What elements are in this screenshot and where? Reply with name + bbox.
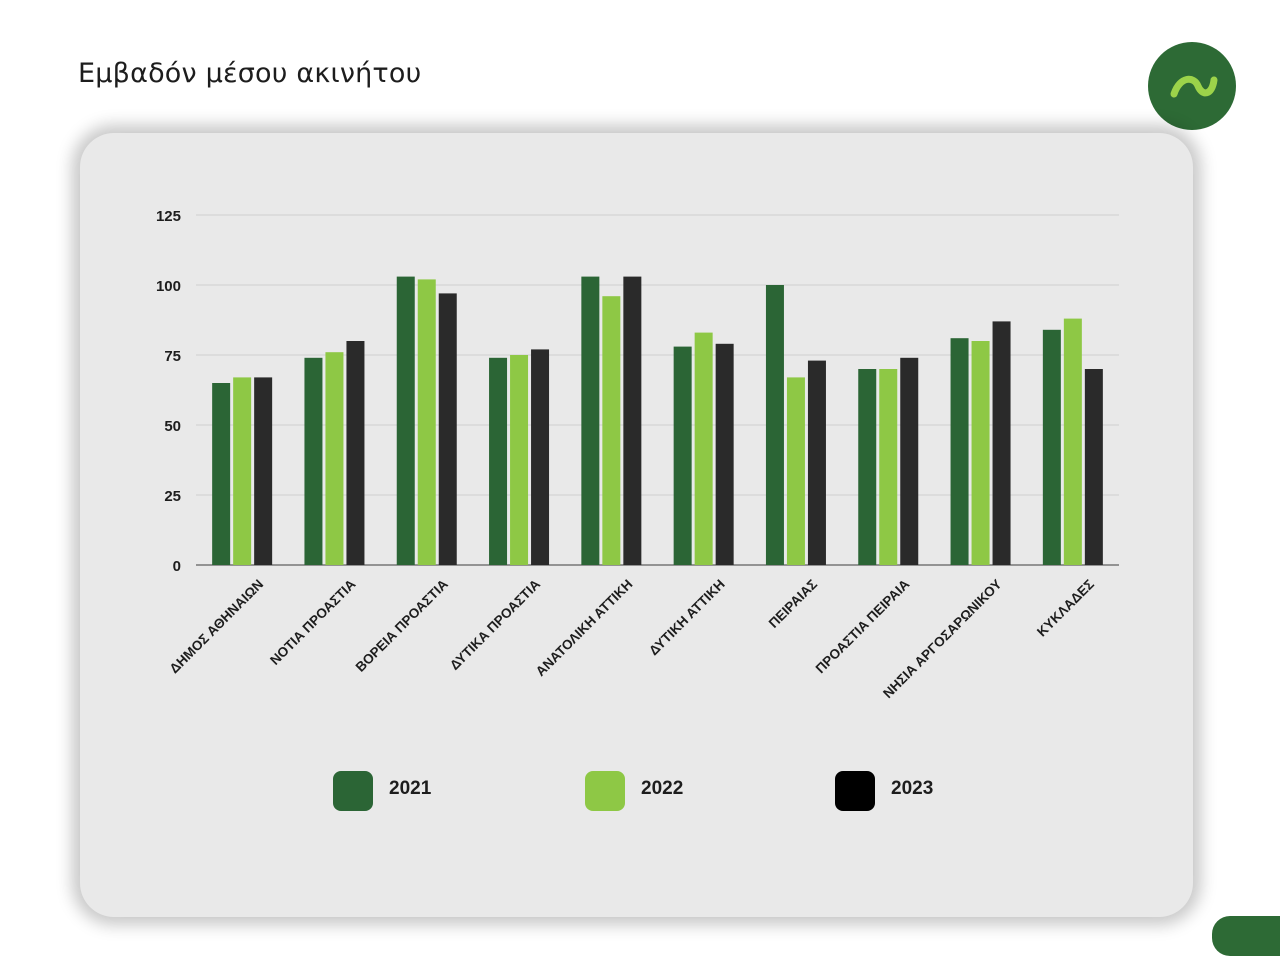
x-tick-label: ΒΟΡΕΙΑ ΠΡΟΑΣΤΙΑ	[353, 576, 451, 674]
bar	[581, 276, 600, 565]
y-tick-label: 100	[156, 278, 181, 295]
bar	[673, 346, 692, 565]
x-tick-label: ΠΕΙΡΑΙΑΣ	[766, 577, 820, 631]
y-tick-label: 75	[164, 348, 181, 365]
bar	[971, 341, 990, 565]
legend-swatch	[333, 771, 373, 811]
x-tick-label: ΔΥΤΙΚΗ ΑΤΤΙΚΗ	[646, 577, 728, 659]
bar	[858, 369, 877, 565]
logo	[1148, 42, 1236, 130]
bar	[992, 321, 1011, 565]
tilde-wave-icon	[1170, 75, 1218, 98]
bar	[438, 293, 457, 565]
y-tick-label: 0	[173, 558, 181, 575]
legend-label: 2023	[891, 778, 934, 799]
page-title: Εμβαδόν μέσου ακινήτου	[78, 58, 422, 89]
x-tick-label: ΚΥΚΛΑΔΕΣ	[1034, 577, 1097, 640]
bar	[531, 349, 550, 565]
legend-label: 2022	[641, 778, 684, 799]
y-tick-label: 25	[164, 488, 181, 505]
bar	[623, 276, 642, 565]
bar	[304, 357, 323, 565]
bar	[715, 343, 734, 565]
bar-chart: 0 25 50 75 100 125 ΔΗΜΟΣ ΑΘΗΝΑΙΩΝ ΝΟΤΙΑ ΠΡΟΑΣΤΙ…	[156, 208, 1119, 701]
bar	[346, 341, 365, 565]
bar	[1042, 329, 1061, 565]
y-tick-label: 50	[164, 418, 181, 435]
legend-swatch	[835, 771, 875, 811]
bar	[950, 338, 969, 565]
bar	[786, 377, 805, 565]
bar	[602, 296, 621, 565]
x-tick-label: ΔΗΜΟΣ ΑΘΗΝΑΙΩΝ	[167, 577, 267, 677]
bar	[694, 332, 713, 565]
bar	[879, 369, 898, 565]
legend-label: 2021	[389, 778, 432, 799]
bar	[900, 357, 919, 565]
bar	[212, 383, 231, 565]
bar	[807, 360, 826, 565]
y-tick-label: 125	[156, 208, 181, 225]
bar	[233, 377, 252, 565]
bar	[489, 357, 508, 565]
bar	[765, 285, 784, 565]
x-tick-label: ΝΟΤΙΑ ΠΡΟΑΣΤΙΑ	[267, 576, 359, 668]
legend-swatch	[585, 771, 625, 811]
bar	[1084, 369, 1103, 565]
bar	[396, 276, 415, 565]
bar	[510, 355, 529, 565]
bar	[325, 352, 344, 565]
bar	[417, 279, 436, 565]
x-tick-label: ΠΡΟΑΣΤΙΑ ΠΕΙΡΑΙΑ	[813, 576, 913, 676]
x-tick-label: ΑΝΑΤΟΛΙΚΗ ΑΤΤΙΚΗ	[533, 577, 636, 680]
bar	[1063, 318, 1082, 565]
bar	[254, 377, 273, 565]
x-tick-label: ΔΥΤΙΚΑ ΠΡΟΑΣΤΙΑ	[447, 576, 543, 672]
